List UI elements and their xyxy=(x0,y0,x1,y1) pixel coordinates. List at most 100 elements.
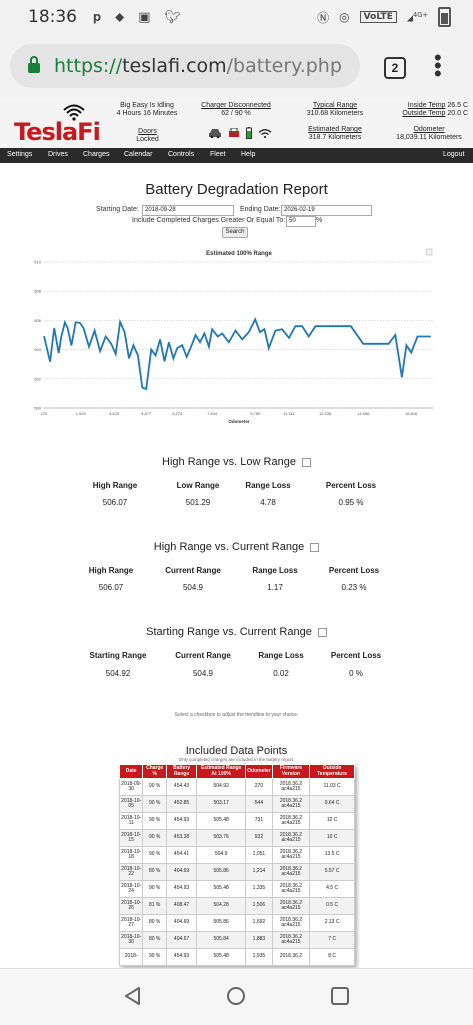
nav-settings[interactable]: Settings xyxy=(7,151,33,158)
table-cell: 404.69 xyxy=(166,914,198,932)
stat-value: 0 % xyxy=(349,669,363,678)
start-current-checkbox[interactable] xyxy=(317,627,327,637)
main-nav: Settings Drives Charges Calendar Control… xyxy=(0,148,473,163)
table-cell: 2.13 C xyxy=(309,914,355,932)
typical-range[interactable]: Typical Range 310.68 Kilometers xyxy=(306,102,364,117)
tab-switcher-button[interactable]: 2 xyxy=(384,57,406,79)
table-cell: 8 C xyxy=(309,948,355,966)
table-row: 2018-10-30 80 % 404.67 505.84 1,883 2018.36.2… xyxy=(118,931,355,949)
home-icon[interactable] xyxy=(226,986,246,1006)
search-button[interactable]: Search xyxy=(222,227,248,238)
stat-header: Percent Loss xyxy=(328,566,380,575)
table-cell: 0.5 C xyxy=(309,897,355,915)
connectivity-wifi-icon xyxy=(258,128,272,138)
table-header-cell[interactable]: Odometer xyxy=(245,764,273,779)
nav-charges[interactable]: Charges xyxy=(83,151,110,158)
stat-value: 506.07 xyxy=(102,498,128,507)
table-cell: 731 xyxy=(245,812,273,830)
end-date-input[interactable]: 2026-02-19 xyxy=(281,205,372,216)
min-charge-input[interactable]: 50 xyxy=(286,216,316,227)
battery-icon xyxy=(438,7,451,27)
stat-header: Current Range xyxy=(175,651,231,660)
table-cell: 7 C xyxy=(309,931,355,949)
x-axis-label: Odometer xyxy=(228,419,250,424)
more-options-icon[interactable]: • • • xyxy=(434,45,442,86)
table-cell: 2018-09-30 xyxy=(118,778,144,796)
table-row: 2018-10-18 90 % 454.41 504.9 1,051 2018.36.2 … xyxy=(118,846,355,864)
y-tick-label: 502 xyxy=(34,376,41,381)
table-row: 2018-10-22 80 % 404.69 505.86 1,214 2018.36.2… xyxy=(118,863,355,881)
dropbox-icon: ⬥ xyxy=(115,9,125,25)
stat-header: Percent Loss xyxy=(330,651,382,660)
end-date-label: Ending Date: xyxy=(240,206,281,213)
nav-logout[interactable]: Logout xyxy=(443,151,465,158)
section-high-low-title: High Range vs. Low Range xyxy=(0,456,473,468)
x-tick-label: 3,423 xyxy=(109,411,120,416)
y-tick-label: 500 xyxy=(34,406,41,411)
table-cell: 932 xyxy=(245,829,273,847)
table-header-cell[interactable]: Estimated Range At 100% xyxy=(196,764,247,779)
table-cell: 2018-10-11 xyxy=(118,812,144,830)
nav-fleet[interactable]: Fleet xyxy=(210,151,226,158)
table-cell: 454.93 xyxy=(166,880,198,898)
nav-drives[interactable]: Drives xyxy=(48,151,68,158)
table-row: 2018-10-15 90 % 453.38 503.76 932 2018.36.2 a… xyxy=(118,829,355,847)
temperatures[interactable]: Inside Temp 26.5 C Outside Temp 20.0 C xyxy=(402,102,468,117)
teslafi-logo[interactable]: TeslaFi xyxy=(14,118,101,146)
stat-value: 501.29 xyxy=(185,498,211,507)
table-header-cell[interactable]: Date xyxy=(118,764,144,779)
table-cell: 270 xyxy=(245,778,273,796)
percent-unit: % xyxy=(316,217,323,224)
trendline-note: Select a checkbox to adjust the trendlin… xyxy=(174,712,299,718)
table-header-cell[interactable]: Charge % xyxy=(142,764,168,779)
table-cell: 2018-10-27 xyxy=(118,914,144,932)
stat-header: Range Loss xyxy=(258,651,304,660)
estimated-range[interactable]: Estimated Range 318.7 Kilometers xyxy=(308,126,362,141)
stat-header: Range Loss xyxy=(245,481,291,490)
table-cell: 90 % xyxy=(142,812,168,830)
start-date-input[interactable]: 2018-09-28 xyxy=(142,205,234,216)
nav-controls[interactable]: Controls xyxy=(168,151,195,158)
table-cell: 505.84 xyxy=(196,931,247,949)
nav-help[interactable]: Help xyxy=(241,151,256,158)
table-row: 2018-10-05 90 % 452.85 503.17 544 2018.36.2 a… xyxy=(118,795,355,813)
browser-toolbar: https://teslafi.com/battery.php 2 • • • xyxy=(0,34,473,98)
url-text[interactable]: https://teslafi.com/battery.php xyxy=(54,55,342,77)
include-charges-label: Include Completed Charges Greater Or Equ… xyxy=(132,217,286,224)
wifi-logo-icon xyxy=(63,104,85,121)
x-tick-label: 1,925 xyxy=(76,411,87,416)
chart-menu-icon[interactable] xyxy=(425,248,433,256)
table-cell: 2018.36.2 ac4a215 xyxy=(271,931,311,949)
table-cell: 2018.36.2 ac4a215 xyxy=(271,846,311,864)
nav-calendar[interactable]: Calendar xyxy=(124,151,153,158)
recents-icon[interactable] xyxy=(330,986,350,1006)
table-cell: 2018.36.2 ac4a215 xyxy=(271,795,311,813)
table-header-cell[interactable]: Battery Range xyxy=(166,764,198,779)
stat-value: 504.9 xyxy=(182,583,204,592)
series-line[interactable] xyxy=(43,317,431,391)
table-header-cell[interactable]: Outside Temperature xyxy=(309,764,355,779)
x-tick-label: 11,311 xyxy=(283,411,295,416)
table-cell: 80 % xyxy=(142,863,168,881)
table-cell: 12 C xyxy=(309,812,355,830)
stat-value: 504.92 xyxy=(105,669,131,678)
table-cell: 2018-10-22 xyxy=(118,863,144,881)
x-tick-label: 16,816 xyxy=(405,411,418,416)
table-cell: 2018.36.2 ac4a215 xyxy=(271,897,311,915)
table-cell: 90 % xyxy=(142,778,168,796)
range-chart[interactable]: Estimated 100% Range 510508506504502500 … xyxy=(30,246,443,426)
stat-value: 4.78 xyxy=(260,498,276,507)
odometer[interactable]: Odometer 18,039.11 Kilometers xyxy=(396,126,462,141)
table-header-row: Date Charge % Battery Range Estimated Range… xyxy=(118,764,355,779)
volte-icon: VoLTE xyxy=(359,11,397,23)
table-header-cell[interactable]: Firmware Version xyxy=(271,764,311,779)
high-current-checkbox[interactable] xyxy=(310,542,320,552)
table-cell: 454.93 xyxy=(166,812,198,830)
table-cell: 4.5 C xyxy=(309,880,355,898)
table-cell: 9.64 C xyxy=(309,795,355,813)
charger-status[interactable]: Charger Disconnected 62 / 90 % xyxy=(201,102,271,117)
high-low-checkbox[interactable] xyxy=(301,457,311,467)
back-icon[interactable] xyxy=(123,986,143,1006)
address-bar[interactable]: https://teslafi.com/battery.php xyxy=(10,44,360,88)
doors-status[interactable]: Doors Locked xyxy=(136,128,159,143)
